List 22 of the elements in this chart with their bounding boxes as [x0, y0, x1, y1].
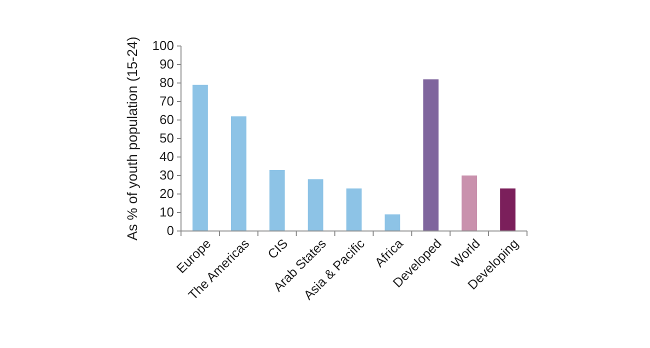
bar — [230, 116, 246, 231]
bar — [384, 214, 400, 231]
bar — [346, 188, 362, 231]
y-tick-label: 50 — [160, 130, 174, 146]
y-tick-label: 60 — [160, 112, 174, 128]
y-tick-label: 90 — [160, 56, 174, 72]
bar — [308, 179, 324, 231]
y-tick-label: 40 — [160, 149, 174, 164]
bar — [462, 176, 478, 231]
y-tick-label: 70 — [160, 94, 174, 109]
y-axis-title: As % of youth population (15-24) — [124, 36, 140, 240]
x-tick-label: CIS — [264, 236, 291, 262]
y-tick-label: 80 — [160, 75, 174, 90]
bar — [269, 170, 285, 231]
y-tick-label: 30 — [160, 168, 174, 183]
bar — [500, 188, 516, 231]
bar — [192, 84, 208, 231]
y-tick-label: 0 — [166, 223, 174, 238]
y-tick-label: 20 — [160, 186, 174, 202]
y-tick-label: 10 — [160, 204, 174, 220]
bar — [423, 79, 439, 231]
y-tick-label: 100 — [152, 38, 174, 54]
